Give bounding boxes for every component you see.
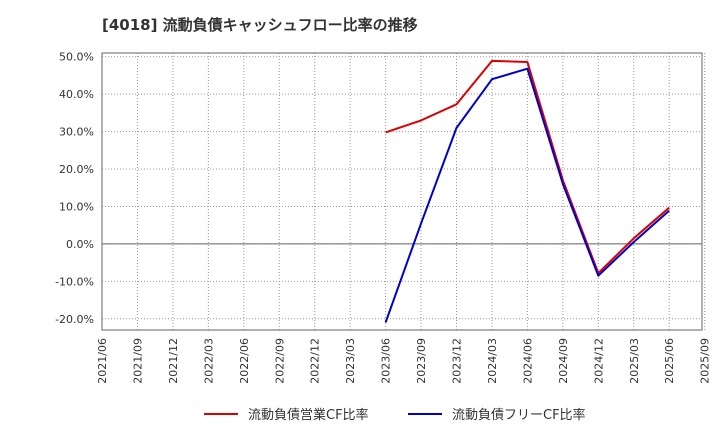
y-tick-label: 20.0% xyxy=(59,163,94,176)
x-tick-label: 2024/06 xyxy=(521,338,534,384)
legend-label-operating-cf: 流動負債営業CF比率 xyxy=(248,408,369,423)
x-tick-label: 2021/12 xyxy=(167,338,180,384)
x-tick-label: 2023/03 xyxy=(344,338,357,384)
x-tick-label: 2025/03 xyxy=(628,338,641,384)
y-tick-label: 40.0% xyxy=(59,88,94,101)
grid-lines xyxy=(101,53,706,330)
axes xyxy=(101,52,703,331)
series-lines xyxy=(384,59,670,323)
legend-item-operating-cf: 流動負債営業CF比率 xyxy=(204,404,369,423)
legend: 流動負債営業CF比率 流動負債フリーCF比率 xyxy=(0,404,720,428)
y-tick-label: 50.0% xyxy=(59,51,94,64)
x-tick-label: 2021/06 xyxy=(96,338,109,384)
legend-item-free-cf: 流動負債フリーCF比率 xyxy=(408,404,586,423)
x-tick-labels: 2021/06 2021/09 2021/12 2022/03 2022/06 2022/… xyxy=(96,338,712,384)
chart-title: [4018] 流動負債キャッシュフロー比率の推移 xyxy=(102,16,418,34)
x-tick-label: 2023/09 xyxy=(415,338,428,384)
x-tick-label: 2025/06 xyxy=(663,338,676,384)
x-tick-label: 2024/03 xyxy=(486,338,499,384)
x-tick-label: 2025/09 xyxy=(699,338,712,384)
x-tick-label: 2022/12 xyxy=(309,338,322,384)
x-tick-label: 2023/06 xyxy=(380,338,393,384)
legend-swatch-free-cf xyxy=(408,412,442,415)
y-tick-label: 0.0% xyxy=(66,238,94,251)
y-tick-label: -10.0% xyxy=(55,275,94,288)
y-tick-label: -20.0% xyxy=(55,313,94,326)
y-tick-labels: 50.0% 40.0% 30.0% 20.0% 10.0% 0.0% -10.0% -20.0… xyxy=(55,51,94,326)
x-tick-label: 2022/03 xyxy=(202,338,215,384)
x-tick-label: 2022/06 xyxy=(238,338,251,384)
x-tick-label: 2024/12 xyxy=(592,338,605,384)
y-tick-label: 10.0% xyxy=(59,200,94,213)
y-tick-label: 30.0% xyxy=(59,126,94,139)
x-tick-label: 2024/09 xyxy=(557,338,570,384)
x-tick-label: 2022/09 xyxy=(273,338,286,384)
legend-label-free-cf: 流動負債フリーCF比率 xyxy=(452,408,586,423)
legend-swatch-operating-cf xyxy=(204,412,238,415)
x-tick-label: 2021/09 xyxy=(131,338,144,384)
x-tick-label: 2023/12 xyxy=(451,338,464,384)
plot-frame xyxy=(101,52,703,331)
